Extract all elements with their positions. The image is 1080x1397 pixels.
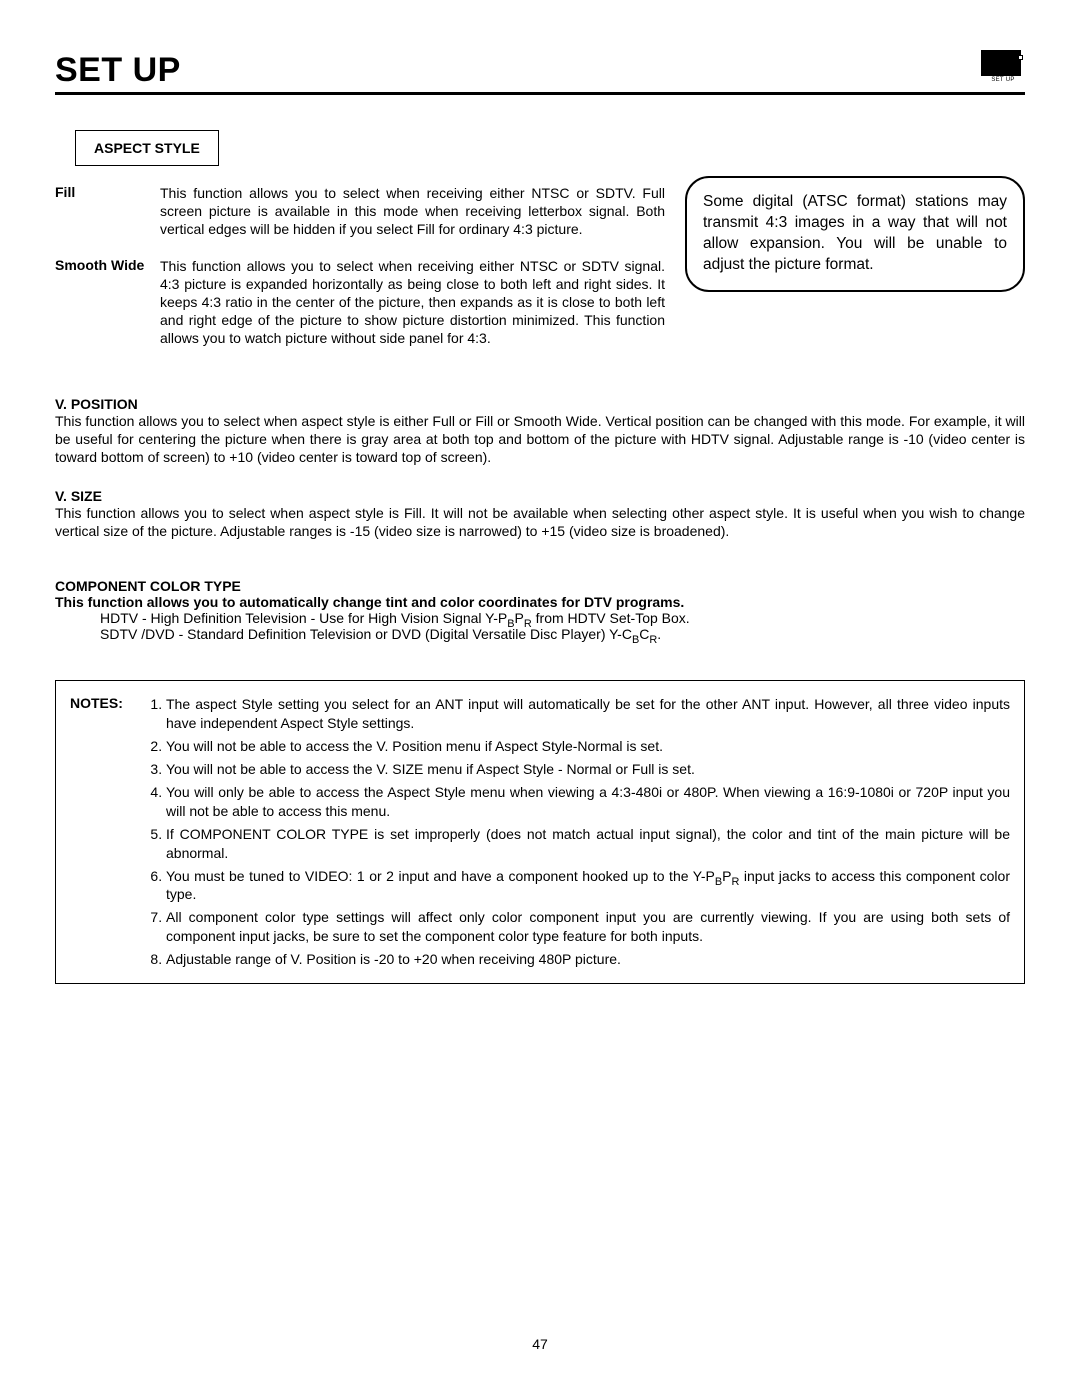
c1-mid: P bbox=[515, 610, 524, 626]
component-bold: This function allows you to automaticall… bbox=[55, 594, 1025, 610]
note-item: You will not be able to access the V. SI… bbox=[166, 760, 1010, 779]
note-item: You will only be able to access the Aspe… bbox=[166, 783, 1010, 821]
c1-pre: HDTV - High Definition Television - Use … bbox=[100, 610, 507, 626]
page-number: 47 bbox=[0, 1336, 1080, 1352]
top-content: ASPECT STYLE Fill This function allows y… bbox=[55, 130, 1025, 366]
aspect-style-column: ASPECT STYLE Fill This function allows y… bbox=[55, 130, 665, 366]
c2-pre: SDTV /DVD - Standard Definition Televisi… bbox=[100, 626, 632, 642]
v-size-head: V. SIZE bbox=[55, 488, 1025, 504]
notes-box: NOTES: The aspect Style setting you sele… bbox=[55, 680, 1025, 984]
aspect-smooth-desc: This function allows you to select when … bbox=[160, 257, 665, 348]
aspect-style-box: ASPECT STYLE bbox=[75, 130, 219, 166]
setup-icon-label: SET UP bbox=[981, 77, 1025, 83]
page-title: SET UP bbox=[55, 51, 181, 90]
note-item: All component color type settings will a… bbox=[166, 908, 1010, 946]
aspect-fill-row: Fill This function allows you to select … bbox=[55, 184, 665, 239]
c2-post: . bbox=[657, 626, 661, 642]
v-size-body: This function allows you to select when … bbox=[55, 504, 1025, 540]
c2-mid: C bbox=[639, 626, 649, 642]
setup-tv-icon: SET UP bbox=[981, 50, 1025, 86]
page-header: SET UP SET UP bbox=[55, 50, 1025, 95]
note-item: The aspect Style setting you select for … bbox=[166, 695, 1010, 733]
note-item: You will not be able to access the V. Po… bbox=[166, 737, 1010, 756]
aspect-fill-desc: This function allows you to select when … bbox=[160, 184, 665, 239]
note-item: Adjustable range of V. Position is -20 t… bbox=[166, 950, 1010, 969]
note-item: If COMPONENT COLOR TYPE is set improperl… bbox=[166, 825, 1010, 863]
component-head: COMPONENT COLOR TYPE bbox=[55, 578, 1025, 594]
component-section: COMPONENT COLOR TYPE This function allow… bbox=[55, 578, 1025, 642]
aspect-smooth-row: Smooth Wide This function allows you to … bbox=[55, 257, 665, 348]
v-position-section: V. POSITION This function allows you to … bbox=[55, 396, 1025, 467]
aspect-smooth-term: Smooth Wide bbox=[55, 257, 160, 348]
aspect-fill-term: Fill bbox=[55, 184, 160, 239]
v-size-section: V. SIZE This function allows you to sele… bbox=[55, 488, 1025, 540]
c1-post: from HDTV Set-Top Box. bbox=[532, 610, 690, 626]
notes-label: NOTES: bbox=[70, 695, 144, 969]
atsc-callout: Some digital (ATSC format) stations may … bbox=[685, 176, 1025, 292]
callout-column: Some digital (ATSC format) stations may … bbox=[685, 130, 1025, 366]
n6-pre: You must be tuned to VIDEO: 1 or 2 input… bbox=[166, 868, 715, 884]
notes-list: The aspect Style setting you select for … bbox=[144, 695, 1010, 969]
v-position-body: This function allows you to select when … bbox=[55, 412, 1025, 467]
component-line2: SDTV /DVD - Standard Definition Televisi… bbox=[100, 626, 1025, 642]
component-line1: HDTV - High Definition Television - Use … bbox=[100, 610, 1025, 626]
note-item: You must be tuned to VIDEO: 1 or 2 input… bbox=[166, 867, 1010, 905]
v-position-head: V. POSITION bbox=[55, 396, 1025, 412]
